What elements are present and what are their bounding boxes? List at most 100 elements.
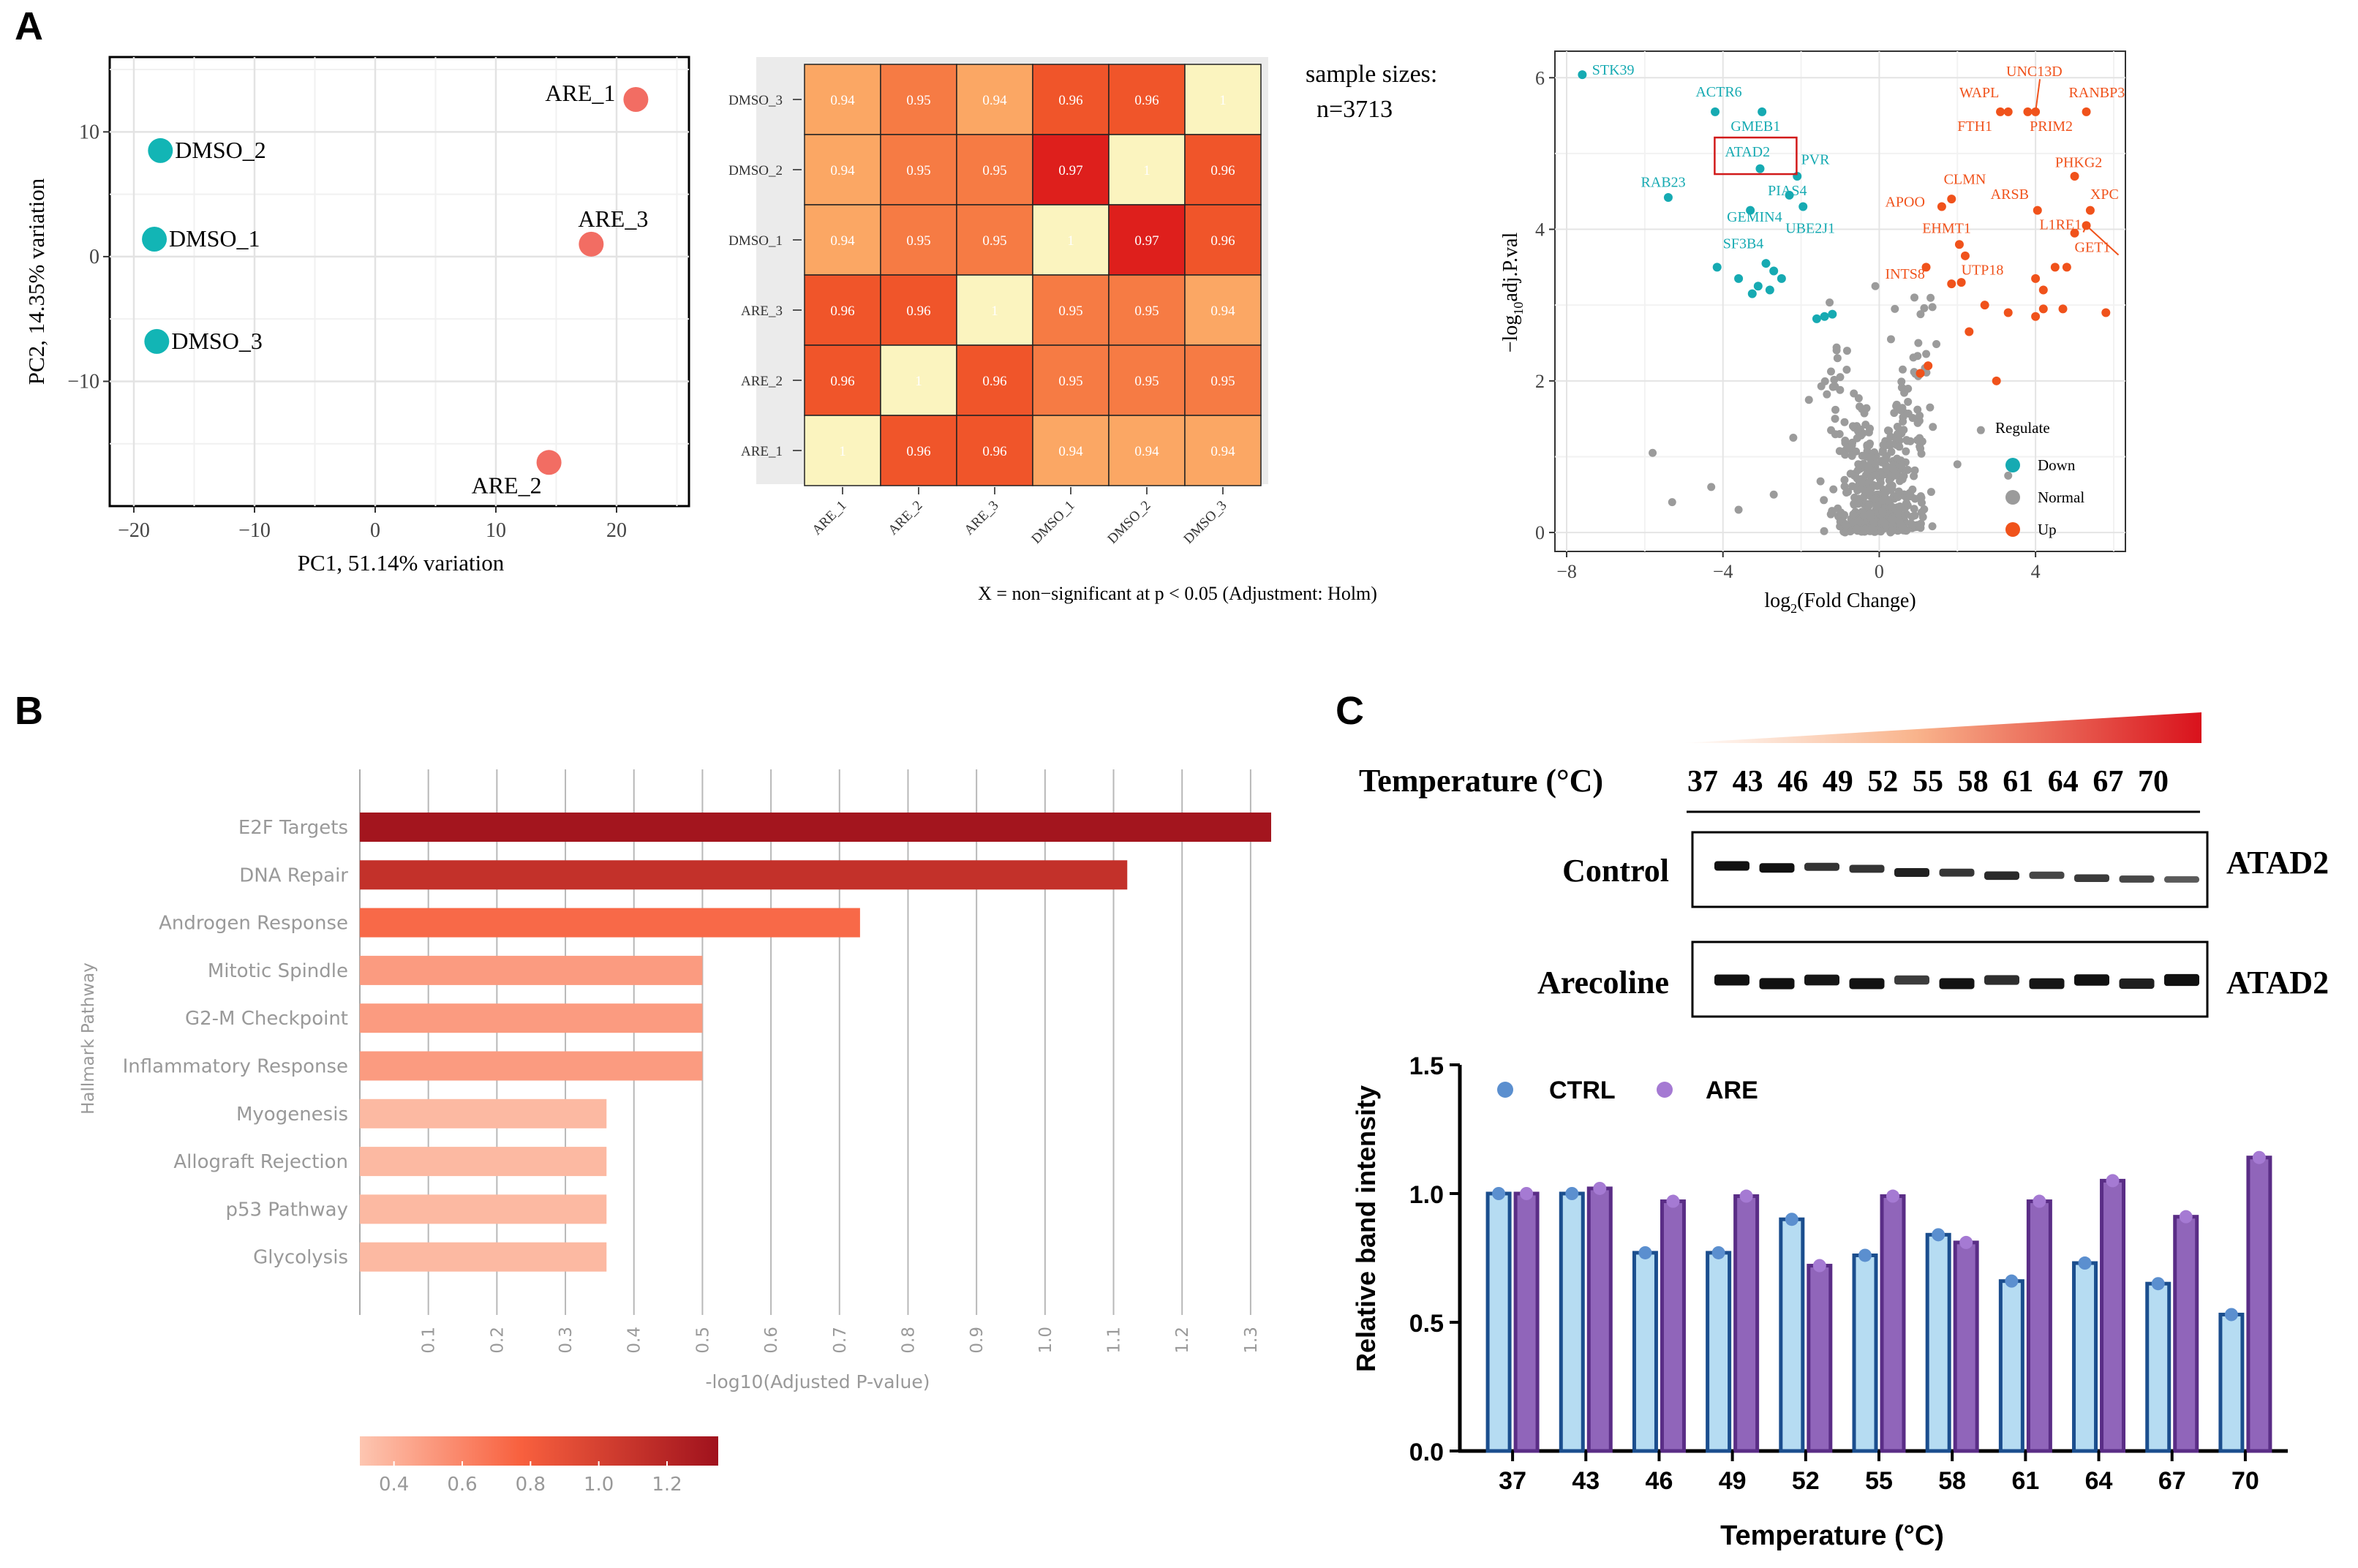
sample-sizes-label: sample sizes: (1306, 61, 1437, 88)
volcano-point-normal (1913, 436, 1922, 445)
band-x-tick-label: 67 (2158, 1467, 2186, 1495)
volcano-x-tick-label: −8 (1556, 561, 1577, 582)
volcano-point-normal (1842, 489, 1850, 497)
volcano-point-normal (1840, 475, 1849, 484)
pca-frame (108, 56, 690, 508)
volcano-point-up (1924, 361, 1933, 371)
hallmark-bar (360, 813, 1271, 842)
hallmark-category-label: E2F Targets (238, 817, 348, 839)
volcano-point-up (1965, 327, 1974, 336)
volcano-gene-label-up: CLMN (1944, 171, 1986, 187)
volcano-point-normal (1922, 350, 1931, 358)
volcano-point-normal (1833, 354, 1842, 363)
blot-protein-control: ATAD2 (2226, 845, 2329, 881)
band-legend-marker-ctrl (1497, 1082, 1513, 1098)
heatmap-cell-value: 0.94 (1134, 444, 1159, 459)
hallmark-x-tick-label: 0.9 (968, 1327, 987, 1354)
volcano-point-normal (1913, 418, 1922, 427)
volcano-point-up (2070, 172, 2079, 181)
heatmap-cell-value: 1 (1067, 233, 1074, 249)
band-point-ctrl (1785, 1213, 1798, 1226)
band-x-tick-label: 64 (2085, 1467, 2113, 1495)
temperature-label: 70 (2138, 765, 2169, 799)
band-bar-ctrl (1485, 1191, 1512, 1453)
volcano-gene-label-down: GEMIN4 (1727, 209, 1782, 225)
hallmark-bar (360, 860, 1128, 890)
volcano-point-normal (1826, 298, 1834, 307)
hallmark-x-tick-label: 0.7 (831, 1327, 850, 1354)
band-bar-ctrl (2218, 1312, 2245, 1453)
colorbar-tick-label: 0.6 (447, 1474, 477, 1496)
volcano-point-normal (1853, 474, 1861, 483)
volcano-point-normal (1899, 417, 1907, 426)
volcano-gene-label-up: UTP18 (1962, 263, 2004, 279)
heatmap-cell-value: 0.96 (830, 304, 854, 319)
volcano-point-down (1812, 314, 1821, 323)
pca-point (623, 86, 649, 112)
heatmap-cell-value: 0.96 (1210, 233, 1235, 249)
volcano-point-normal (1893, 430, 1902, 439)
volcano-gene-label-down: UBE2J1 (1785, 221, 1835, 237)
pca-x-tick-label: −10 (238, 519, 271, 542)
band-bar-ctrl (1998, 1279, 2024, 1453)
band-bar-ctrl (1852, 1253, 1878, 1453)
heatmap-cell-value: 0.97 (1058, 163, 1082, 178)
pca-point-label: DMSO_2 (175, 137, 265, 163)
heatmap-row-label: DMSO_2 (728, 163, 783, 178)
volcano-point-normal (1926, 488, 1935, 497)
pca-point-label: DMSO_1 (169, 225, 260, 252)
heatmap-cell-value: 0.96 (1134, 93, 1159, 108)
volcano-gene-label-up: UNC13D (2006, 64, 2063, 80)
volcano-point-normal (1835, 447, 1844, 456)
blot-band (1894, 975, 1929, 985)
band-x-tick-label: 70 (2231, 1467, 2259, 1495)
hallmark-bar (360, 1098, 607, 1128)
blot-band (2029, 978, 2065, 990)
volcano-point-normal (1888, 527, 1896, 535)
pca-point-label: ARE_1 (545, 80, 615, 106)
volcano-point-normal (2004, 471, 2013, 480)
heatmap-cell-value: 0.96 (1210, 163, 1235, 178)
volcano-point-normal (1914, 339, 1923, 347)
volcano-point-up (1947, 195, 1956, 204)
volcano-legend-label: Up (2038, 521, 2057, 538)
hallmark-category-label: Mitotic Spindle (208, 960, 348, 982)
volcano-point-up (1954, 240, 1964, 249)
heatmap-cell-value: 0.94 (1210, 444, 1235, 459)
volcano-point-normal (1879, 518, 1888, 527)
heatmap-row-label: ARE_2 (741, 374, 783, 389)
volcano-point-normal (1886, 335, 1895, 344)
volcano-x-tick-label: 4 (2031, 561, 2041, 582)
heatmap-cell-value: 0.95 (906, 93, 930, 108)
volcano-point-normal (1896, 502, 1905, 510)
sample-size-n: n=3713 (1317, 96, 1393, 123)
hallmark-x-tick-label: 0.5 (693, 1327, 712, 1354)
volcano-gene-label-down: SF3B4 (1723, 235, 1764, 252)
heatmap-row-label: DMSO_3 (728, 93, 783, 108)
blot-band (2119, 875, 2155, 883)
band-bar-are (1953, 1240, 1979, 1453)
temperature-gradient-wedge (1682, 712, 2201, 743)
heatmap-cell-value: 0.94 (1058, 444, 1083, 459)
volcano-point-normal (1878, 506, 1887, 515)
blot-band (1939, 868, 1975, 877)
band-bar-are (2246, 1156, 2272, 1453)
volcano-point-up (1921, 263, 1931, 272)
volcano-point-normal (1902, 500, 1910, 508)
temperature-label: 37 (1687, 765, 1718, 799)
pca-point-label: ARE_2 (472, 472, 542, 498)
volcano-point-normal (1890, 409, 1899, 418)
hallmark-x-tick-label: 1.1 (1105, 1327, 1124, 1354)
hallmark-x-tick-label: 0.2 (488, 1327, 507, 1354)
volcano-label-connector (2085, 225, 2120, 256)
band-y-tick-label: 1.0 (1409, 1181, 1444, 1209)
band-x-tick-label: 43 (1572, 1467, 1600, 1495)
colorbar (360, 1436, 718, 1466)
heatmap-cell-value: 1 (839, 444, 846, 459)
hallmark-category-label: Glycolysis (253, 1247, 348, 1269)
volcano-point-normal (1844, 444, 1853, 453)
pca-point-label: ARE_3 (578, 206, 648, 232)
volcano-gene-label-up: INTS8 (1885, 266, 1924, 282)
volcano-point-down (1798, 202, 1808, 211)
volcano-point-normal (1920, 304, 1929, 312)
